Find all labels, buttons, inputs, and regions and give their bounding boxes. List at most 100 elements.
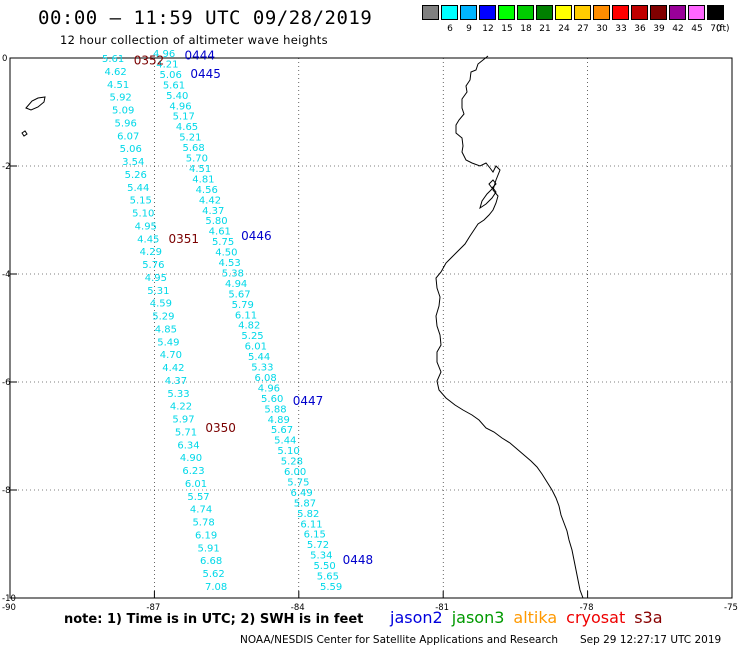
wave-height-value: 4.29 <box>140 247 162 258</box>
legend-unit: (ft) <box>716 24 730 34</box>
wave-height-value: 6.01 <box>245 342 267 353</box>
wave-height-value: 5.61 <box>163 80 185 91</box>
wave-height-value: 5.61 <box>102 54 124 65</box>
wave-height-value: 4.21 <box>156 59 178 70</box>
legend-tick-label: 15 <box>501 24 513 34</box>
wave-height-value: 6.11 <box>235 310 257 321</box>
coastline <box>21 55 584 599</box>
wave-height-value: 5.33 <box>251 363 273 374</box>
legend-swatch <box>555 5 572 20</box>
pass-time-label: 0446 <box>241 229 272 243</box>
wave-height-value: 5.06 <box>160 70 182 81</box>
legend-swatch <box>669 5 686 20</box>
wave-height-value: 5.62 <box>202 569 224 580</box>
wave-height-value: 4.42 <box>162 363 184 374</box>
wave-height-value: 4.96 <box>169 101 191 112</box>
wave-height-value: 5.75 <box>287 477 309 488</box>
pass-time-label: 0352 <box>134 54 165 68</box>
wave-height-value: 5.70 <box>186 154 208 165</box>
legend-tick-label: 30 <box>596 24 608 34</box>
wave-height-value: 5.92 <box>110 93 132 104</box>
satellite-name: altika <box>513 608 558 627</box>
wave-height-value: 5.59 <box>320 582 342 593</box>
wave-height-value: 4.90 <box>180 453 202 464</box>
map-frame <box>9 57 733 599</box>
legend-swatch <box>688 5 705 20</box>
wave-height-value: 5.17 <box>173 112 195 123</box>
wave-height-value: 5.44 <box>248 352 270 363</box>
latitude-label: -8 <box>2 486 10 496</box>
longitude-label: -81 <box>435 603 449 613</box>
galapagos-island-large <box>25 96 46 111</box>
wave-height-value: 5.87 <box>294 498 316 509</box>
satellite-name: cryosat <box>566 608 626 627</box>
wave-height-value: 4.81 <box>192 174 214 185</box>
wave-height-value: 4.82 <box>238 321 260 332</box>
legend-tick-label: 33 <box>615 24 627 34</box>
wave-height-value: 5.65 <box>317 572 339 583</box>
wave-height-value: 5.15 <box>130 196 152 207</box>
footnote: note: 1) Time is in UTC; 2) SWH is in fe… <box>64 612 364 627</box>
wave-height-value: 6.01 <box>185 479 207 490</box>
legend-swatch <box>612 5 629 20</box>
wave-height-value: 5.68 <box>182 143 204 154</box>
legend-swatch <box>517 5 534 20</box>
wave-height-value: 4.42 <box>199 195 221 206</box>
wave-height-value: 5.57 <box>187 492 209 503</box>
longitude-label: -84 <box>291 603 305 613</box>
legend-swatch <box>422 5 439 20</box>
pass-time-label: 0445 <box>190 67 221 81</box>
wave-height-value: 6.68 <box>200 556 222 567</box>
wave-height-value: 5.33 <box>167 389 189 400</box>
wave-height-value: 6.11 <box>300 519 322 530</box>
wave-height-value: 5.40 <box>166 91 188 102</box>
wave-height-value: 5.21 <box>179 133 201 144</box>
legend-swatch <box>593 5 610 20</box>
legend-swatch <box>574 5 591 20</box>
galapagos-island-small <box>21 130 28 137</box>
wave-height-value: 5.10 <box>277 446 299 457</box>
wave-height-value: 5.44 <box>274 436 296 447</box>
wave-height-value: 5.29 <box>152 312 174 323</box>
wave-height-value: 4.22 <box>170 402 192 413</box>
longitude-label: -75 <box>724 603 738 613</box>
wave-height-value: 6.00 <box>284 467 306 478</box>
wave-height-value: 5.09 <box>112 106 134 117</box>
wave-height-value: 5.78 <box>192 518 214 529</box>
wave-height-value: 6.19 <box>195 530 217 541</box>
wave-height-value: 5.60 <box>261 394 283 405</box>
wave-height-value: 4.50 <box>215 248 237 259</box>
legend-tick-label: 42 <box>672 24 684 34</box>
legend-tick-label: 9 <box>466 24 472 34</box>
wave-height-value: 5.75 <box>212 237 234 248</box>
legend-tick-label: 18 <box>520 24 532 34</box>
wave-height-value: 4.51 <box>107 80 129 91</box>
legend-tick-label: 36 <box>634 24 646 34</box>
wave-height-value: 5.79 <box>232 300 254 311</box>
wave-height-value: 5.96 <box>115 118 137 129</box>
wave-height-value: 4.51 <box>189 164 211 175</box>
legend-tick-label: 70 <box>710 24 722 34</box>
legend-tick-label: 6 <box>447 24 453 34</box>
wave-height-value: 3.54 <box>122 157 144 168</box>
satellite-name: jason2 <box>390 608 443 627</box>
wave-height-value: 5.28 <box>281 457 303 468</box>
wave-height-value: 5.25 <box>241 331 263 342</box>
wave-height-value: 4.96 <box>153 49 175 60</box>
wave-height-value: 5.50 <box>313 561 335 572</box>
map-title: 00:00 – 11:59 UTC 09/28/2019 <box>38 7 373 29</box>
legend-swatch <box>536 5 553 20</box>
legend-tick-label: 27 <box>577 24 589 34</box>
pass-time-label: 0350 <box>205 421 236 435</box>
pass-time-label: 0351 <box>169 232 200 246</box>
wave-height-value: 5.82 <box>297 509 319 520</box>
pass-time-label: 0444 <box>184 48 215 62</box>
latitude-label: -2 <box>2 162 10 172</box>
wave-height-value: 5.72 <box>307 540 329 551</box>
wave-height-value: 4.56 <box>196 185 218 196</box>
wave-height-value: 6.07 <box>117 131 139 142</box>
map-subtitle: 12 hour collection of altimeter wave hei… <box>60 33 328 47</box>
legend-swatch <box>479 5 496 20</box>
wave-height-value: 4.53 <box>218 258 240 269</box>
